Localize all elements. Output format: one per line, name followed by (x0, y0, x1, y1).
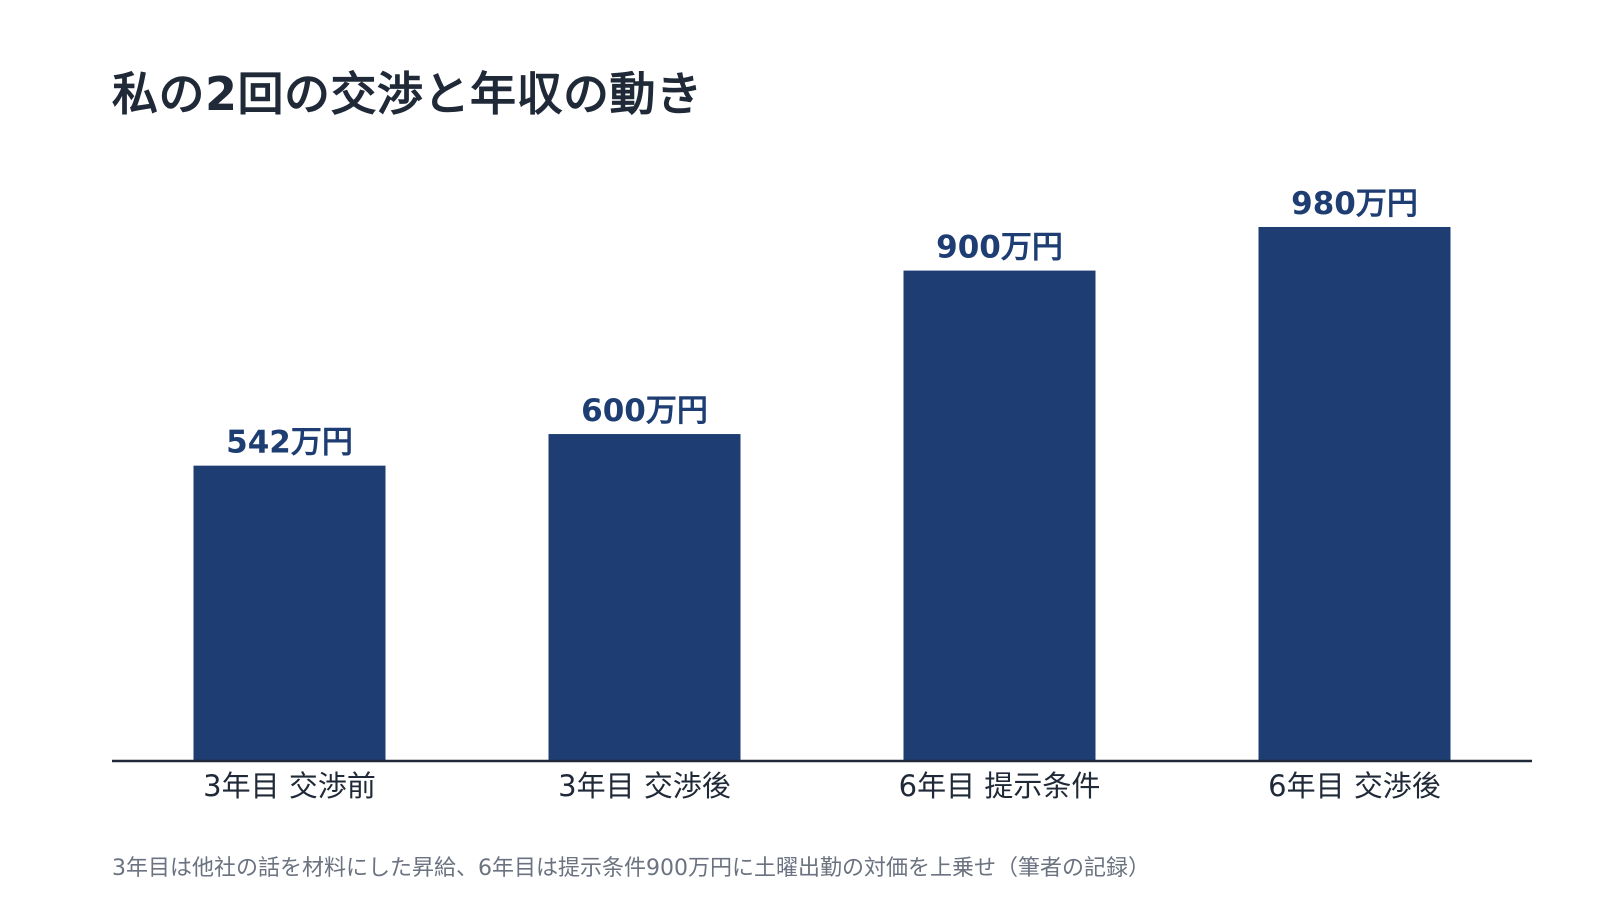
tick-labels-group: 3年目 交渉前 3年目 交渉後 6年目 提示条件 6年目 交渉後 (203, 769, 1441, 803)
tick-label-4: 6年目 交渉後 (1268, 769, 1441, 803)
data-label-2: 600万円 (581, 393, 708, 429)
data-label-3: 900万円 (936, 230, 1063, 266)
bar-4 (1258, 226, 1451, 762)
data-label-1: 542万円 (226, 425, 353, 461)
bar-3 (903, 270, 1096, 761)
page-title: 私の2回の交渉と年収の動き (112, 67, 703, 121)
tick-label-2: 3年目 交渉後 (558, 769, 731, 803)
tick-label-3: 6年目 提示条件 (899, 769, 1101, 803)
bar-2 (548, 434, 741, 761)
tick-label-1: 3年目 交渉前 (203, 769, 376, 803)
bars-group (193, 226, 1451, 762)
footnote: 3年目は他社の話を材料にした昇給、6年目は提示条件900万円に土曜出勤の対価を上… (112, 856, 1150, 881)
data-label-4: 980万円 (1291, 186, 1418, 222)
bar-1 (193, 465, 386, 761)
value-labels-group: 542万円 600万円 900万円 980万円 (226, 186, 1418, 461)
